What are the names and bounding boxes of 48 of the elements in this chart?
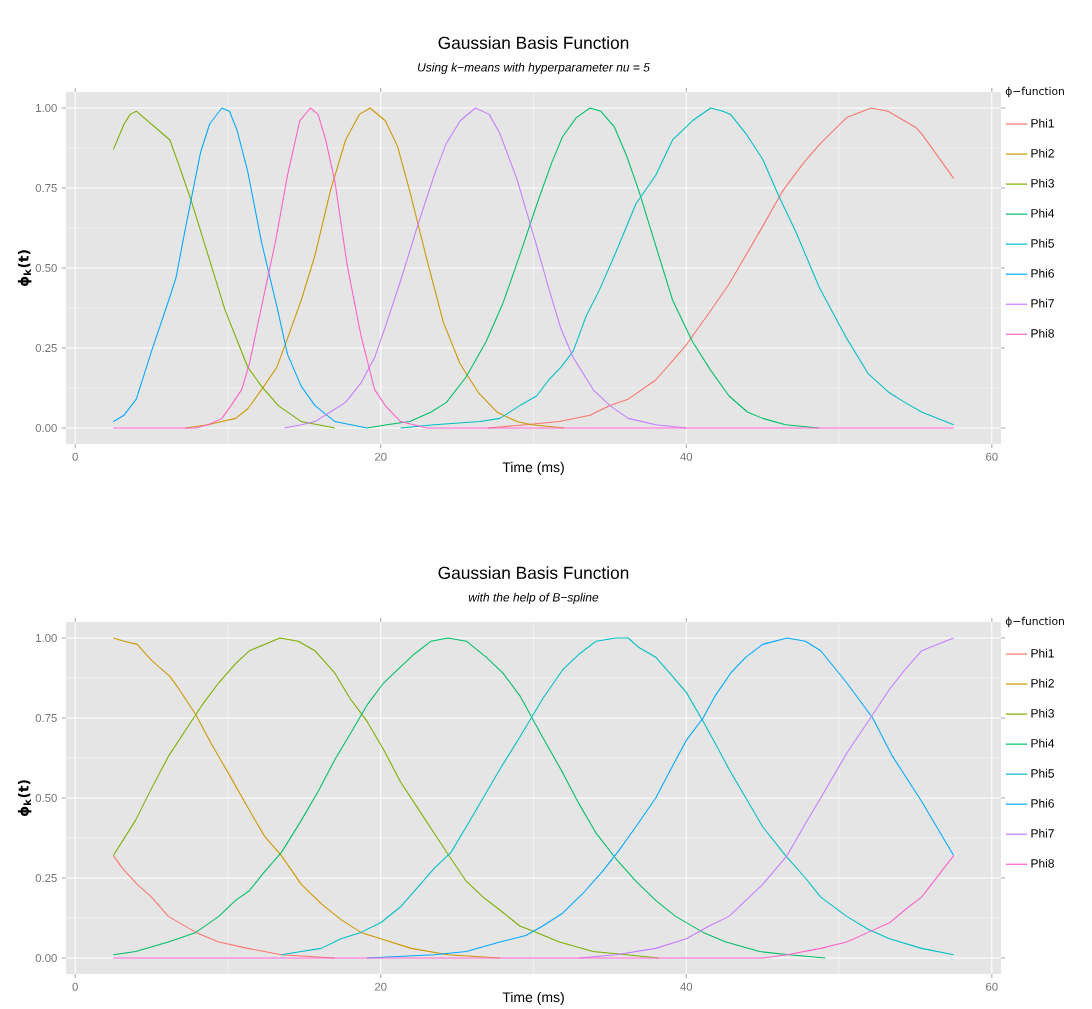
x-tick-label: 40 [680,982,693,991]
x-axis-title: Time (ms) [502,991,564,1005]
x-tick-label: 20 [374,452,387,461]
legend-label: Phi7 [1031,298,1054,308]
legend-label: Phi1 [1031,648,1054,658]
legend-label: Phi6 [1031,798,1054,808]
y-tick-label: 0.00 [35,953,57,962]
legend-label: Phi7 [1031,828,1054,838]
chart-subtitle: with the help of B−spline [468,592,599,604]
legend-label: Phi1 [1031,118,1054,128]
chart-title: Gaussian Basis Function [438,36,629,49]
x-tick-label: 20 [374,982,387,991]
legend-label: Phi4 [1031,208,1055,218]
line-series [112,637,826,959]
legend-label: Phi8 [1031,858,1054,868]
y-tick-label: 0.50 [35,263,57,272]
x-tick-label: 0 [72,452,78,461]
y-tick-label: 0.75 [35,713,57,722]
x-axis-title: Time (ms) [502,461,564,475]
legend-title: ϕ−function [1005,86,1064,98]
y-tick-label: 1.00 [36,103,57,112]
x-tick-label: 40 [680,452,693,461]
y-tick-label: 0.75 [35,183,57,192]
y-tick-label: 0.50 [35,793,57,802]
y-tick-label: 1.00 [36,633,57,642]
chart-title: Gaussian Basis Function [438,566,629,579]
legend-label: Phi5 [1031,238,1054,248]
legend-label: Phi2 [1031,678,1054,688]
y-tick-label: 0.25 [35,873,57,882]
line-series [400,107,955,429]
legend-label: Phi6 [1031,268,1054,278]
legend-label: Phi5 [1031,768,1054,778]
line-series [112,855,955,959]
y-tick-label: 0.25 [35,343,57,352]
x-tick-label: 60 [986,982,998,991]
legend-label: Phi3 [1031,178,1054,188]
x-tick-label: 0 [72,982,78,991]
legend-label: Phi8 [1031,328,1054,338]
chart-subtitle: Using k−means with hyperparameter nu = 5 [418,62,650,74]
y-axis-title: ϕ$_{k}$(t) [17,780,32,817]
x-tick-label: 60 [986,452,998,461]
y-tick-label: 0.00 [35,423,57,432]
y-axis-title: ϕ$_{k}$(t) [17,250,32,287]
legend-label: Phi4 [1031,738,1055,748]
line-series [112,107,955,429]
legend-label: Phi3 [1031,708,1054,718]
legend-label: Phi2 [1031,148,1054,158]
legend-title: ϕ−function [1005,616,1064,628]
